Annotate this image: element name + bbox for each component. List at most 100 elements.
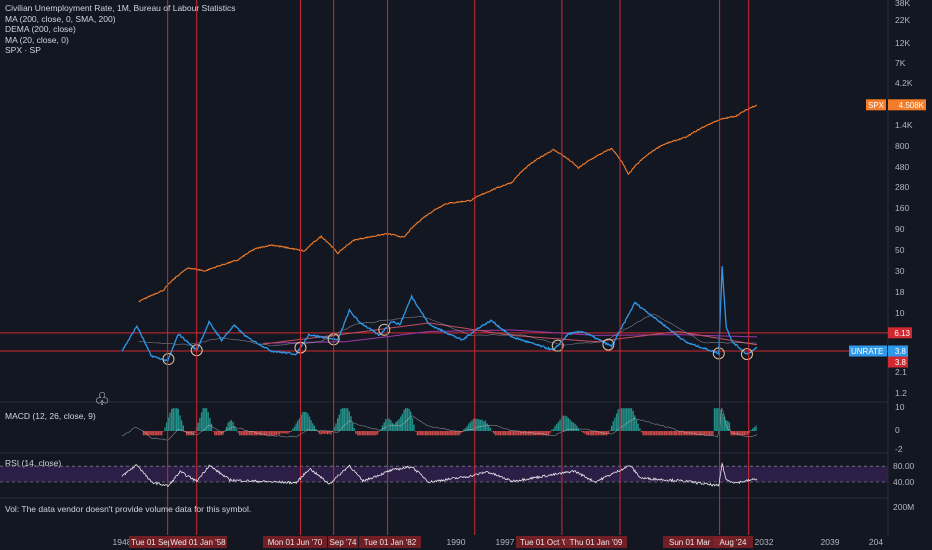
macd-bar [524, 431, 526, 436]
spx-price-tag: 4.508K [899, 101, 925, 110]
macd-bar [169, 412, 171, 431]
macd-bar [288, 431, 291, 433]
macd-bar [247, 431, 249, 436]
event-date-tag-bg [359, 536, 421, 548]
macd-bar [418, 431, 420, 436]
macd-bar [426, 431, 428, 436]
macd-bar [260, 431, 262, 436]
crossing-marker-8 [740, 348, 753, 361]
macd-bar [740, 431, 742, 436]
macd-bar [607, 431, 609, 434]
macd-bar [342, 408, 344, 431]
time-axis-label: 1997 [496, 537, 515, 547]
macd-bar [278, 431, 281, 435]
event-date-tag: Tue 01 Oct '01 [520, 538, 572, 547]
macd-bar [338, 414, 340, 431]
rsi-pane-title: RSI (14, close) [5, 458, 62, 468]
macd-bar [669, 431, 671, 436]
macd-bar [361, 431, 364, 436]
unrate-price-tag: 3.8 [895, 347, 907, 356]
macd-bar [449, 431, 452, 436]
macd-bar [715, 408, 717, 431]
macd-bar [582, 431, 585, 433]
macd-bar [517, 431, 520, 436]
macd-bar [466, 426, 468, 431]
macd-bar [446, 431, 448, 436]
macd-bar [512, 431, 515, 436]
macd-bar [486, 423, 488, 431]
macd-bar [662, 431, 664, 436]
macd-bar [630, 408, 633, 431]
macd-bar [629, 408, 631, 431]
spx-name-tag: SPX [868, 101, 885, 110]
macd-bar [300, 414, 302, 431]
macd-bar [229, 421, 231, 431]
macd-bar [544, 431, 546, 436]
macd-bar [674, 431, 676, 436]
rsi-series [121, 462, 758, 487]
price-axis-label: 18 [895, 287, 905, 297]
crossing-marker-0 [162, 353, 175, 366]
dinosaur-icon: ♧ [94, 389, 110, 410]
macd-bar [713, 408, 716, 431]
macd-bar [267, 431, 269, 436]
macd-bar [562, 415, 565, 431]
chart-legend: Civilian Unemployment Rate, 1M, Bureau o… [5, 3, 236, 56]
level-tag-upper: 6.13 [894, 329, 910, 338]
macd-bar [541, 431, 543, 436]
price-axis-label: 30 [895, 266, 905, 276]
event-date-tag-bg [328, 536, 358, 548]
background-layer [0, 0, 889, 535]
macd-bar [180, 420, 183, 431]
macd-bar [586, 431, 588, 435]
macd-bar [660, 431, 663, 436]
macd-bar [425, 431, 427, 436]
macd-bar [353, 428, 355, 431]
event-date-tag-bg [663, 536, 729, 548]
macd-bar [254, 431, 256, 436]
macd-bar [162, 431, 165, 432]
macd-bar [610, 425, 613, 431]
unrate-line [121, 266, 758, 363]
macd-bar [365, 431, 367, 436]
macd-bar [612, 421, 614, 431]
macd-bar [529, 431, 531, 436]
macd-bar [506, 431, 508, 436]
macd-bar [695, 431, 697, 436]
macd-bar [645, 431, 648, 436]
macd-bar [655, 431, 658, 436]
macd-axis-label: 10 [895, 402, 905, 412]
macd-bar [479, 419, 482, 431]
macd-axis-label: 0 [895, 425, 900, 435]
macd-bar [620, 408, 623, 431]
macd-bar [217, 431, 219, 436]
macd-bar [146, 431, 148, 436]
macd-bar [370, 431, 372, 436]
macd-bar [167, 417, 170, 431]
macd-bar [283, 431, 286, 434]
macd-bar [501, 431, 503, 436]
macd-bar [395, 422, 397, 431]
macd-bar [343, 408, 345, 431]
macd-bar [151, 431, 153, 436]
macd-bar [519, 431, 521, 436]
macd-bar [595, 431, 598, 436]
crossing-marker-4 [378, 323, 391, 336]
macd-bar [665, 431, 668, 436]
macd-bar [549, 431, 551, 433]
macd-bar [295, 423, 297, 431]
macd-bar [172, 408, 174, 431]
macd-bar [534, 431, 536, 436]
macd-bar [235, 429, 238, 431]
event-date-tag: Sun 01 Mar '20 [669, 538, 724, 547]
macd-bar [298, 418, 301, 431]
macd-bar [526, 431, 528, 436]
macd-bar [592, 431, 594, 436]
macd-bar [712, 431, 714, 436]
macd-bar [564, 415, 566, 431]
macd-bar [499, 431, 502, 436]
macd-bar [234, 426, 236, 431]
legend-ma20: MA (20, close, 0) [5, 34, 69, 45]
macd-bar [403, 409, 405, 431]
